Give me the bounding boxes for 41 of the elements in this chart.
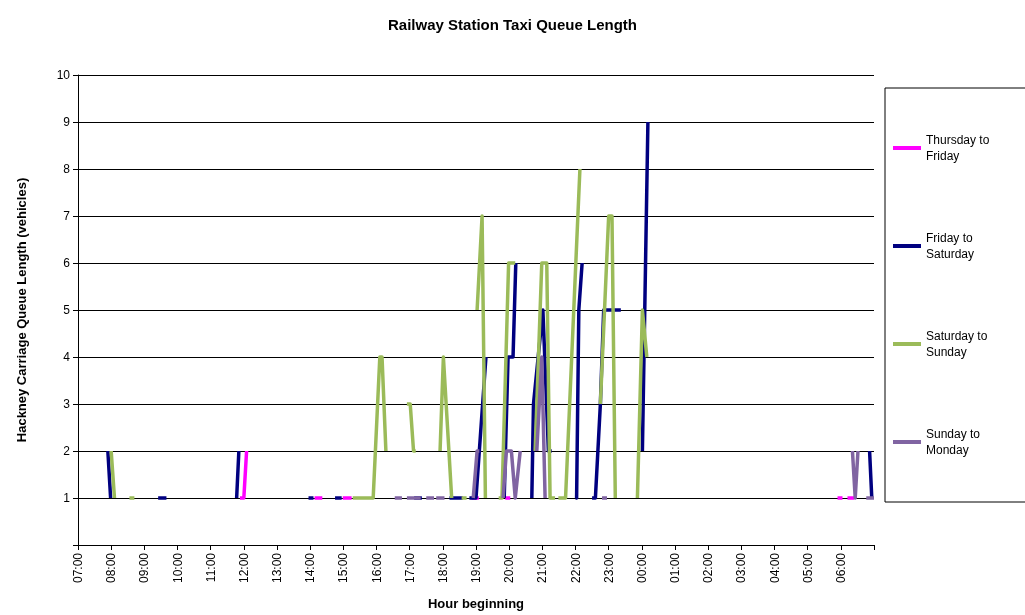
x-tick-label: 00:00 (634, 552, 649, 584)
x-tick-label: 02:00 (701, 552, 716, 584)
x-tick-label: 07:00 (71, 552, 85, 584)
y-tick-label: 6 (63, 256, 71, 270)
x-tick-label: 16:00 (369, 552, 384, 584)
x-tick-label: 20:00 (502, 552, 517, 584)
x-tick-label: 11:00 (203, 552, 218, 583)
legend-label: Saturday to Sunday (926, 329, 991, 359)
legend-label: Sunday to Monday (926, 427, 984, 457)
x-tick-label: 09:00 (137, 552, 152, 584)
y-tick-label: 1 (63, 491, 71, 505)
x-tick-label: 14:00 (303, 552, 318, 584)
y-tick-label: 5 (63, 303, 71, 317)
x-tick-label: 12:00 (236, 552, 251, 584)
x-tick-label: 19:00 (469, 552, 483, 584)
y-axis-title: Hackney Carriage Queue Length (vehicles) (14, 177, 29, 443)
y-tick-label: 7 (63, 209, 71, 223)
x-tick-label: 13:00 (270, 552, 284, 584)
x-tick-label: 06:00 (833, 552, 848, 584)
x-tick-label: 22:00 (568, 552, 583, 584)
y-tick-label: 2 (63, 444, 71, 458)
y-tick-label: 3 (63, 397, 71, 411)
x-tick-label: 08:00 (104, 552, 119, 584)
x-tick-label: 17:00 (402, 552, 417, 584)
x-tick-label: 04:00 (767, 552, 782, 584)
x-tick-label: 15:00 (336, 552, 351, 584)
x-tick-label: 05:00 (800, 552, 815, 584)
legend-label: Friday to Saturday (926, 231, 977, 261)
x-tick-label: 23:00 (601, 552, 616, 584)
x-axis-title: Hour beginning (427, 596, 525, 611)
y-tick-label: 4 (63, 350, 71, 364)
y-tick-label: 9 (63, 115, 71, 129)
y-tick-label: 8 (63, 162, 71, 176)
legend-label: Thursday to Friday (926, 133, 993, 163)
y-tick-label: 10 (56, 68, 71, 82)
x-tick-label: 21:00 (535, 552, 550, 584)
chart-title: Railway Station Taxi Queue Length (388, 16, 637, 33)
x-tick-label: 18:00 (435, 552, 450, 584)
x-tick-label: 03:00 (734, 552, 749, 584)
x-tick-label: 10:00 (170, 552, 185, 584)
x-tick-label: 01:00 (668, 552, 682, 584)
